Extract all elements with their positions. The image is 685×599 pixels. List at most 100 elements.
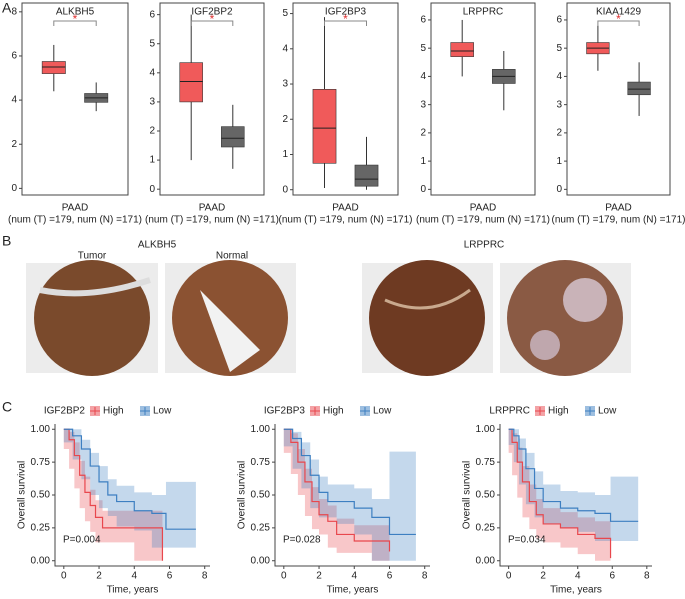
tissue-title: ALKBH5 bbox=[138, 240, 177, 251]
survival-curve bbox=[63, 428, 164, 561]
y-tick-label: 3 bbox=[149, 97, 155, 108]
x-tick-label: 2 bbox=[540, 571, 546, 582]
legend-label: High bbox=[103, 406, 124, 417]
y-tick-label: 0 bbox=[282, 184, 288, 195]
y-tick-label: 0.00 bbox=[31, 555, 51, 566]
y-tick-label: 0.25 bbox=[476, 523, 496, 534]
x-tick-label: 0 bbox=[281, 571, 287, 582]
y-tick-label: 0 bbox=[556, 184, 562, 195]
confidence-band bbox=[508, 429, 639, 542]
y-label: Overall survival bbox=[237, 461, 248, 529]
y-tick-label: 0.00 bbox=[476, 555, 496, 566]
x-label: Time, years bbox=[550, 585, 602, 596]
y-tick-label: 6 bbox=[149, 9, 155, 20]
plot-frame bbox=[566, 2, 671, 196]
x-tick-label: 4 bbox=[131, 571, 137, 582]
tissue-column: Tumor bbox=[78, 251, 107, 262]
y-tick-label: 0.50 bbox=[476, 490, 496, 501]
x-note: (num (T) =179, num (N) =171) bbox=[8, 215, 142, 226]
plot-frame bbox=[21, 2, 129, 196]
significance: * bbox=[73, 12, 78, 26]
tissue-images bbox=[26, 260, 631, 376]
y-tick-label: 3 bbox=[556, 99, 562, 110]
legend-label: High bbox=[548, 406, 569, 417]
annotation: P=0.028 bbox=[283, 535, 321, 546]
y-tick-label: 3 bbox=[282, 79, 288, 90]
significance: * bbox=[343, 12, 348, 26]
axes bbox=[274, 424, 430, 567]
x-tick-label: 6 bbox=[609, 571, 615, 582]
legend-title: IGF2BP2 bbox=[44, 406, 86, 417]
x-tick-label: 8 bbox=[202, 571, 208, 582]
significance-bracket bbox=[324, 20, 367, 26]
x-tick-label: 0 bbox=[506, 571, 512, 582]
y-tick-label: 1.00 bbox=[476, 424, 496, 435]
x-tick-label: 6 bbox=[387, 571, 393, 582]
confidence-band bbox=[283, 429, 416, 561]
y-tick-label: 4 bbox=[556, 71, 562, 82]
x-note: (num (T) =179, num (N) =171) bbox=[279, 215, 413, 226]
box bbox=[450, 42, 474, 57]
y-tick-label: 2 bbox=[556, 128, 562, 139]
box bbox=[354, 164, 379, 187]
legend-line bbox=[310, 407, 320, 415]
y-tick-label: 0 bbox=[11, 183, 17, 194]
panel-label: B bbox=[2, 233, 11, 249]
x-label: PAAD bbox=[199, 203, 226, 214]
y-tick-label: 4 bbox=[282, 43, 288, 54]
y-tick-label: 0 bbox=[420, 184, 426, 195]
legend-line bbox=[90, 407, 100, 415]
x-tick-label: 0 bbox=[61, 571, 67, 582]
x-label: PAAD bbox=[62, 203, 89, 214]
box bbox=[41, 61, 66, 74]
x-tick-label: 4 bbox=[351, 571, 357, 582]
legend-title: IGF2BP3 bbox=[264, 406, 306, 417]
chart-title: ALKBH5 bbox=[56, 7, 95, 18]
legend-label: Low bbox=[598, 406, 617, 417]
legend-line bbox=[585, 407, 595, 415]
x-label: PAAD bbox=[605, 203, 632, 214]
x-note: (num (T) =179, num (N) =171) bbox=[552, 215, 685, 226]
y-tick-label: 6 bbox=[420, 15, 426, 26]
confidence-band bbox=[63, 429, 196, 548]
significance-bracket bbox=[190, 20, 234, 26]
y-tick-label: 1.00 bbox=[251, 424, 271, 435]
plot-frame bbox=[292, 2, 399, 196]
y-tick-label: 0.50 bbox=[31, 490, 51, 501]
legend-label: Low bbox=[153, 406, 172, 417]
x-tick-label: 4 bbox=[575, 571, 581, 582]
y-tick-label: 2 bbox=[149, 126, 155, 137]
x-label: Time, years bbox=[107, 585, 159, 596]
box bbox=[221, 126, 245, 148]
confidence-band bbox=[283, 429, 390, 561]
x-tick-label: 6 bbox=[167, 571, 173, 582]
box bbox=[627, 81, 651, 96]
y-tick-label: 5 bbox=[282, 8, 288, 19]
x-tick-label: 8 bbox=[644, 571, 650, 582]
legend-line bbox=[535, 407, 545, 415]
survival-curve bbox=[283, 428, 416, 536]
y-tick-label: 4 bbox=[149, 67, 155, 78]
box bbox=[312, 89, 337, 164]
y-tick-label: 2 bbox=[420, 128, 426, 139]
y-label: Overall survival bbox=[462, 461, 473, 529]
tissue-column: Normal bbox=[216, 251, 248, 262]
chart-title: KIAA1429 bbox=[596, 7, 641, 18]
x-note: (num (T) =179, num (N) =171) bbox=[145, 215, 279, 226]
x-label: PAAD bbox=[332, 203, 359, 214]
y-label: Overall survival bbox=[17, 461, 28, 529]
significance-bracket bbox=[597, 20, 640, 26]
plot-frame bbox=[430, 2, 536, 196]
y-tick-label: 6 bbox=[556, 15, 562, 26]
axes bbox=[499, 424, 652, 567]
y-tick-label: 3 bbox=[420, 99, 426, 110]
x-note: (num (T) =179, num (N) =171) bbox=[416, 215, 550, 226]
confidence-band bbox=[508, 429, 611, 561]
axes bbox=[54, 424, 210, 567]
legend-label: High bbox=[323, 406, 344, 417]
annotation: P=0.034 bbox=[508, 535, 546, 546]
y-tick-label: 0.75 bbox=[31, 457, 51, 468]
survival-curve bbox=[283, 428, 391, 552]
y-tick-label: 2 bbox=[282, 114, 288, 125]
